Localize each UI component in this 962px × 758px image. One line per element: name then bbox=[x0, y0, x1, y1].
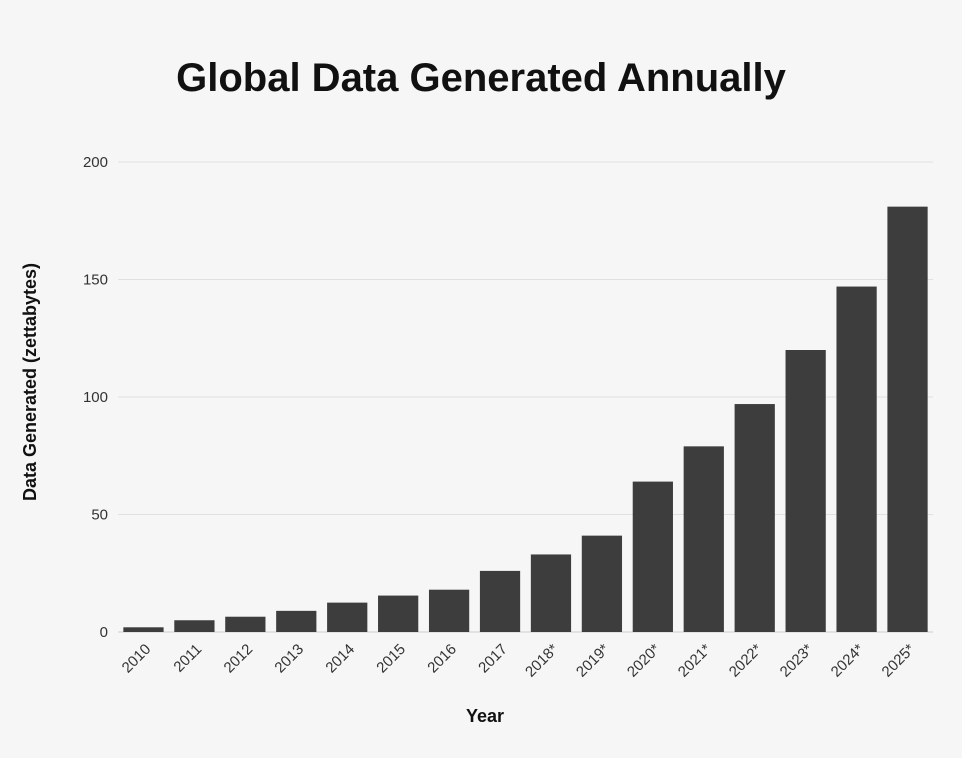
x-tick-label: 2011 bbox=[170, 641, 205, 676]
x-tick-label: 2019* bbox=[573, 641, 613, 681]
x-tick-label: 2018* bbox=[522, 641, 562, 681]
bar bbox=[530, 554, 572, 632]
y-axis-title: Data Generated (zettabytes) bbox=[20, 263, 40, 501]
y-tick-label: 100 bbox=[83, 389, 108, 406]
x-tick-label: 2022* bbox=[726, 641, 766, 681]
bar bbox=[378, 595, 419, 632]
bar bbox=[225, 616, 266, 632]
x-tick-label: 2015 bbox=[373, 641, 409, 677]
x-tick-label: 2010 bbox=[119, 641, 155, 677]
x-tick-label: 2012 bbox=[221, 641, 257, 677]
bar bbox=[683, 446, 724, 632]
x-tick-label: 2024* bbox=[828, 641, 868, 681]
x-tick-label: 2021* bbox=[675, 641, 715, 681]
y-tick-label: 200 bbox=[83, 154, 108, 171]
x-tick-label: 2017 bbox=[475, 641, 511, 677]
x-tick-label: 2013 bbox=[271, 641, 307, 677]
bar bbox=[123, 627, 164, 632]
bar bbox=[785, 350, 826, 632]
bar bbox=[479, 570, 521, 632]
x-tick-label: 2014 bbox=[322, 641, 358, 677]
bar bbox=[428, 589, 470, 632]
bar bbox=[174, 620, 215, 632]
y-tick-label: 50 bbox=[91, 507, 108, 524]
bar bbox=[276, 610, 317, 632]
y-tick-label: 0 bbox=[100, 624, 108, 641]
chart-title: Global Data Generated Annually bbox=[176, 56, 786, 100]
bar bbox=[327, 602, 368, 632]
y-tick-label: 150 bbox=[83, 272, 108, 289]
bar-layer bbox=[123, 206, 928, 632]
x-tick-label: 2016 bbox=[424, 641, 460, 677]
y-tick-labels: 0 50 100 150 200 bbox=[83, 154, 108, 641]
bar bbox=[734, 404, 775, 632]
bar bbox=[632, 481, 673, 632]
x-tick-labels: 2010 2011 2012 2013 2014 2015 2016 2017 2018* 201… bbox=[119, 641, 919, 681]
x-tick-label: 2020* bbox=[624, 641, 664, 681]
x-tick-label: 2023* bbox=[777, 641, 817, 681]
x-tick-label: 2025* bbox=[879, 641, 919, 681]
x-axis-title: Year bbox=[466, 706, 504, 726]
bar bbox=[581, 535, 623, 632]
bar bbox=[836, 286, 877, 632]
bar bbox=[887, 206, 928, 632]
